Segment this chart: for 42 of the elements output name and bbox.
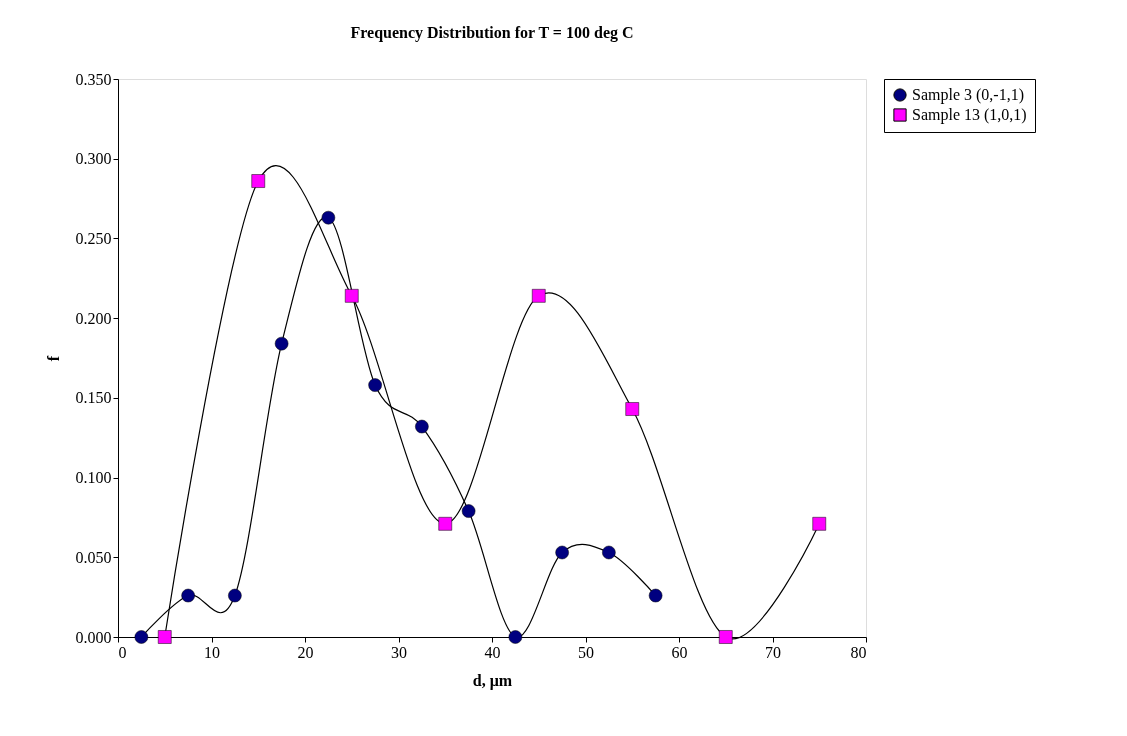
y-tick-label: 0.000 <box>75 628 112 646</box>
point <box>344 289 359 303</box>
point <box>531 289 546 303</box>
y-axis-title: f <box>44 355 62 362</box>
x-tick-label: 50 <box>578 643 594 661</box>
point <box>415 419 429 434</box>
point <box>648 588 663 603</box>
point <box>368 378 382 392</box>
point <box>181 588 195 603</box>
point <box>718 630 733 644</box>
y-tick-label: 0.200 <box>75 309 112 327</box>
point <box>157 630 172 644</box>
y-tick-label: 0.100 <box>75 469 112 487</box>
chart-title: Frequency Distribution for T = 100 deg C <box>350 24 634 42</box>
point <box>812 517 827 531</box>
point <box>274 336 289 351</box>
point <box>438 517 453 531</box>
x-tick-label: 80 <box>850 643 867 661</box>
point <box>508 630 523 644</box>
point <box>461 504 476 518</box>
y-tick-label: 0.050 <box>75 548 112 566</box>
x-tick-label: 0 <box>118 643 127 661</box>
x-tick-label: 20 <box>297 643 314 661</box>
y-tick-label: 0.300 <box>75 150 112 168</box>
point <box>134 630 149 644</box>
y-tick-label: 0.350 <box>75 70 112 88</box>
point <box>251 174 266 188</box>
point <box>602 545 616 560</box>
y-tick-label: 0.250 <box>75 229 112 247</box>
legend-label: Sample 3 (0,-1,1) <box>912 86 1024 104</box>
x-tick-label: 70 <box>765 643 781 661</box>
point <box>321 210 336 225</box>
point <box>555 545 569 560</box>
x-tick-label: 10 <box>204 643 220 661</box>
point <box>625 402 640 416</box>
x-tick-label: 30 <box>391 643 407 661</box>
legend-label: Sample 13 (1,0,1) <box>912 106 1027 124</box>
x-tick-label: 60 <box>671 643 688 661</box>
x-tick-label: 40 <box>484 643 501 661</box>
y-tick-label: 0.150 <box>75 389 112 407</box>
x-axis-title: d, μm <box>472 671 513 690</box>
point <box>228 588 242 603</box>
